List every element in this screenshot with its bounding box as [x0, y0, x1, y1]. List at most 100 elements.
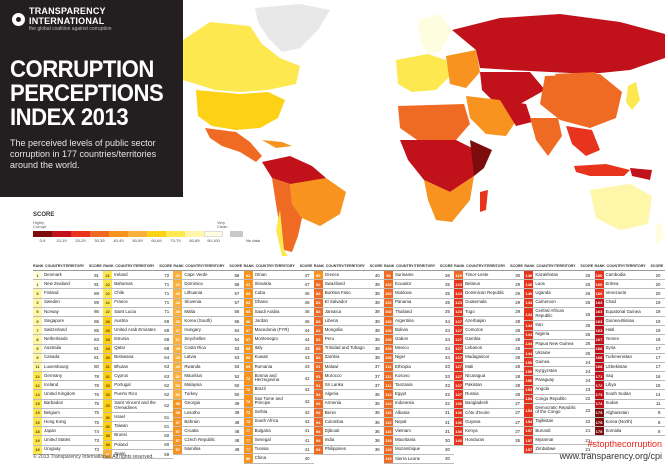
table-row: 106 Argentina 34 — [383, 316, 455, 327]
country-cell: Taiwan — [114, 423, 128, 429]
table-row: 127 Azerbaijan 28 — [454, 316, 525, 327]
table-row: 140 Uganda 26 — [524, 289, 595, 299]
table-row: 55 Georgia 49 — [173, 399, 244, 409]
country-cell: Lebanon — [465, 345, 483, 351]
table-row: 94 Armenia 36 — [313, 399, 384, 409]
rank-cell: 33 — [103, 399, 113, 413]
rank-cell: 119 — [383, 454, 393, 463]
rank-cell: 8 — [33, 335, 42, 344]
header-country: COUNTRY/TERRITORY — [185, 264, 225, 268]
score-cell: 34 — [445, 346, 450, 352]
header-score: SCORE — [580, 264, 594, 268]
score-cell: 42 — [304, 375, 310, 381]
score-cell: 36 — [374, 437, 380, 443]
table-row: 57 Bahrain 48 — [173, 418, 244, 428]
score-cell: 35 — [445, 309, 450, 315]
table-row: 167 Yemen 18 — [594, 335, 665, 345]
country-cell: Saint Vincent and the Grenadines — [114, 400, 156, 410]
country-cell: Kosovo — [394, 372, 410, 378]
score-cell: 41 — [304, 446, 310, 452]
header-score: SCORE — [299, 264, 313, 268]
rank-cell: 83 — [313, 326, 323, 335]
rank-cell: 77 — [243, 445, 253, 454]
country-cell: Denmark — [44, 271, 62, 277]
country-cell: Bhutan — [114, 363, 129, 369]
rank-cell: 94 — [313, 418, 323, 427]
table-row: 63 Cuba 46 — [243, 289, 314, 299]
table-row: 144 Iran 25 — [524, 321, 595, 331]
map-russia — [452, 14, 665, 74]
score-cell: 40 — [304, 455, 310, 461]
rank-cell: 1 — [33, 271, 42, 280]
country-cell: Lesotho — [184, 409, 200, 415]
rank-cell: 106 — [383, 353, 393, 362]
table-row: 123 Guatemala 29 — [454, 298, 525, 308]
table-row: 38 Brunei 60 — [103, 431, 174, 441]
rank-cell: 69 — [243, 353, 253, 362]
rank-cell: 140 — [454, 436, 464, 445]
score-cell: 38 — [374, 318, 380, 324]
country-cell: Nigeria — [535, 331, 550, 337]
rank-cell: 38 — [103, 431, 113, 440]
rank-cell: 49 — [173, 362, 183, 372]
country-cell: Dominican Republic — [465, 290, 505, 296]
table-row: 114 Indonesia 32 — [383, 399, 455, 409]
score-cell: 29 — [515, 281, 521, 287]
rank-cell: 116 — [383, 418, 393, 427]
score-cell: 76 — [94, 392, 99, 398]
rank-cell: 111 — [383, 362, 393, 372]
country-cell: Iraq — [605, 372, 614, 378]
score-cell: 91 — [94, 281, 99, 287]
table-row: 83 Liberia 38 — [313, 316, 384, 327]
rank-cell: 12 — [33, 381, 42, 390]
rank-cell: 66 — [243, 316, 253, 326]
website-link[interactable]: www.transparency.org/cpi — [559, 451, 662, 461]
table-row: 154 Tajikistan 22 — [524, 417, 595, 427]
country-cell: Bosnia and Herzegovina — [254, 372, 280, 383]
country-cell: Jamaica — [324, 308, 342, 314]
score-cell: 22 — [585, 396, 591, 402]
table-row: 22 Bahamas 71 — [103, 280, 174, 290]
rank-cell: 171 — [594, 372, 604, 381]
page-title: CORRUPTION PERCEPTIONS INDEX 2013 — [10, 58, 164, 130]
rank-cell: 5 — [33, 316, 42, 326]
country-cell: Liberia — [324, 317, 338, 323]
hashtag[interactable]: #stopthecorruption — [587, 439, 662, 449]
table-row: 53 Turkey 50 — [173, 390, 244, 400]
header-country: COUNTRY/TERRITORY — [45, 264, 85, 268]
country-cell: Comoros — [465, 326, 483, 332]
country-cell: Moldova — [394, 290, 412, 296]
country-cell: Namibia — [184, 446, 201, 452]
score-cell: 61 — [164, 424, 170, 429]
country-cell: Chad — [605, 299, 617, 305]
table-row: 91 Sri Lanka 37 — [313, 381, 384, 391]
map-southeast-asia — [566, 126, 600, 156]
rank-cell: 172 — [594, 381, 604, 390]
table-row: 111 Tanzania 33 — [383, 381, 455, 391]
country-cell: Mauritius — [184, 372, 203, 378]
legend-very-clean: Very Clean — [217, 220, 228, 229]
rank-cell: 22 — [103, 307, 113, 316]
score-cell: 62 — [164, 382, 170, 388]
table-row: 160 Cambodia 20 — [594, 271, 665, 281]
country-cell: Laos — [535, 280, 545, 286]
country-cell: Uruguay — [44, 446, 61, 452]
table-row: 57 Croatia 48 — [173, 427, 244, 437]
table-row: 31 Cyprus 63 — [103, 372, 174, 382]
map-mexico — [205, 128, 262, 162]
rank-cell: 123 — [454, 307, 464, 316]
table-row: 55 Lesotho 49 — [173, 408, 244, 418]
table-row: 77 Bulgaria 41 — [243, 426, 314, 436]
country-cell: India — [324, 437, 335, 443]
table-row: 5 Singapore 86 — [33, 316, 104, 327]
table-row: 33 Portugal 62 — [103, 381, 174, 391]
map-india — [530, 118, 562, 156]
table-row: 26 Austria 69 — [103, 316, 174, 327]
table-row: 174 Sudan 11 — [594, 399, 665, 409]
column-header: RANK COUNTRY/TERRITORY SCORE — [243, 262, 314, 271]
country-cell: Mozambique — [394, 446, 421, 452]
country-cell: Barbados — [44, 400, 63, 406]
country-cell: Somalia — [605, 427, 622, 433]
country-cell: Oman — [254, 271, 267, 277]
country-cell: Georgia — [184, 400, 200, 406]
